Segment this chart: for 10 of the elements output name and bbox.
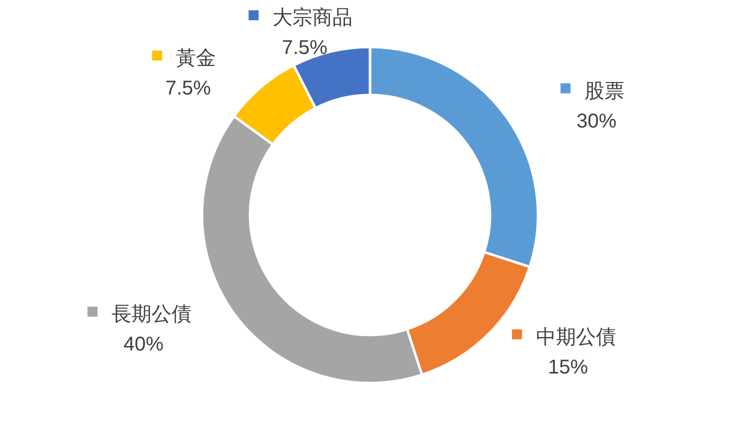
data-label: 7.5% xyxy=(282,37,328,60)
data-label: 15% xyxy=(548,356,588,378)
data-label: 40% xyxy=(123,334,164,356)
data-label: 30% xyxy=(576,110,617,132)
legend-label: 黃金 xyxy=(176,48,216,70)
legend-label: 中期公債 xyxy=(536,326,616,348)
legend-label: 股票 xyxy=(584,80,625,102)
data-label: 7.5% xyxy=(165,78,212,100)
legend-label: 大宗商品 xyxy=(272,6,353,30)
legend-label: 長期公債 xyxy=(111,304,192,326)
